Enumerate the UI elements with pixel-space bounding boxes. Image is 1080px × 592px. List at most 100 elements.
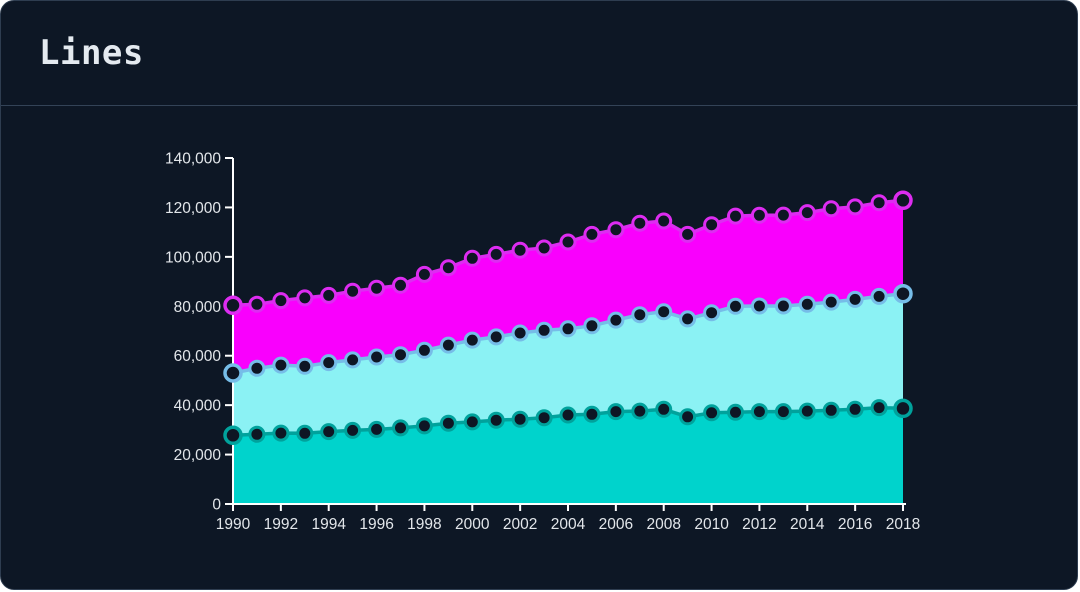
point-magenta-area-2014: [798, 204, 816, 222]
point-cyan-area-1996: [368, 348, 386, 366]
point-teal-area-2013: [774, 403, 792, 421]
point-cyan-area-2002: [511, 324, 529, 342]
point-cyan-area-2008: [655, 303, 673, 321]
point-cyan-area-2009: [679, 310, 697, 328]
point-cyan-area-2012: [750, 297, 768, 315]
point-cyan-area-2000: [463, 331, 481, 349]
point-cyan-area-2016: [846, 290, 864, 308]
x-tick-label: 2000: [455, 516, 490, 533]
point-magenta-area-2015: [822, 200, 840, 218]
point-cyan-area-1998: [415, 341, 433, 359]
x-tick-label: 2014: [790, 516, 825, 533]
x-tick-label: 2010: [694, 516, 729, 533]
point-teal-area-1992: [272, 424, 290, 442]
point-teal-area-2018: [893, 398, 913, 419]
point-cyan-area-2006: [607, 311, 625, 329]
point-magenta-area-2011: [727, 207, 744, 225]
point-magenta-area-1997: [392, 276, 409, 294]
x-tick-label: 2004: [551, 516, 586, 533]
x-tick-label: 1992: [264, 516, 298, 533]
y-tick-label: 80,000: [174, 299, 222, 316]
chart-title: Lines: [39, 33, 144, 73]
point-teal-area-2015: [822, 401, 840, 419]
card-header: Lines: [1, 1, 1077, 106]
point-magenta-area-2017: [870, 194, 888, 212]
y-tick-label: 100,000: [165, 249, 221, 266]
x-tick-label: 1994: [311, 516, 346, 533]
point-magenta-area-2006: [607, 221, 625, 239]
point-teal-area-1993: [296, 424, 314, 442]
point-cyan-area-2015: [822, 293, 840, 311]
x-tick-label: 2002: [503, 516, 537, 533]
point-cyan-area-1995: [344, 351, 362, 369]
point-cyan-area-1997: [392, 346, 409, 364]
point-cyan-area-2018: [893, 283, 913, 304]
point-magenta-area-2003: [535, 239, 553, 257]
point-cyan-area-2001: [487, 328, 505, 346]
point-magenta-area-2005: [583, 225, 601, 243]
x-tick-label: 1996: [359, 516, 393, 533]
point-cyan-area-2003: [535, 321, 553, 339]
point-teal-area-2011: [727, 403, 744, 421]
point-magenta-area-2000: [463, 249, 481, 267]
point-cyan-area-1991: [248, 359, 266, 377]
point-magenta-area-2007: [631, 214, 649, 232]
point-teal-area-1990: [223, 425, 243, 446]
point-magenta-area-2010: [703, 216, 721, 234]
point-cyan-area-2007: [631, 306, 649, 324]
y-tick-label: 140,000: [165, 151, 221, 168]
x-tick-label: 1998: [407, 516, 441, 533]
point-magenta-area-1996: [368, 279, 386, 297]
point-magenta-area-2004: [559, 233, 577, 251]
point-magenta-area-1994: [320, 286, 338, 304]
point-magenta-area-2008: [655, 212, 673, 230]
point-cyan-area-2011: [727, 297, 744, 315]
point-teal-area-2014: [798, 402, 816, 420]
point-cyan-area-2014: [798, 295, 816, 313]
point-magenta-area-1990: [223, 295, 243, 316]
point-teal-area-2002: [511, 410, 529, 428]
point-teal-area-1997: [392, 419, 409, 437]
point-magenta-area-2009: [679, 225, 697, 243]
point-magenta-area-1998: [415, 265, 433, 283]
x-tick-label: 2008: [646, 516, 680, 533]
point-cyan-area-1992: [272, 356, 290, 374]
point-teal-area-2017: [870, 399, 888, 417]
x-tick-label: 1990: [216, 516, 251, 533]
point-magenta-area-2002: [511, 241, 529, 259]
point-teal-area-1991: [248, 425, 266, 443]
point-cyan-area-1994: [320, 354, 338, 372]
point-magenta-area-1999: [439, 259, 457, 277]
point-teal-area-2003: [535, 409, 553, 427]
x-tick-label: 2012: [742, 516, 776, 533]
point-magenta-area-2016: [846, 198, 864, 216]
point-teal-area-2001: [487, 411, 505, 429]
point-magenta-area-2001: [487, 245, 505, 263]
point-cyan-area-1990: [223, 363, 243, 383]
y-tick-label: 120,000: [165, 200, 221, 217]
y-tick-label: 20,000: [174, 447, 222, 464]
point-cyan-area-2013: [774, 297, 792, 315]
y-tick-label: 60,000: [174, 348, 222, 365]
point-teal-area-1996: [368, 420, 386, 438]
x-tick-label: 2018: [886, 516, 920, 533]
x-tick-label: 2016: [838, 516, 872, 533]
point-magenta-area-1991: [248, 295, 266, 313]
point-magenta-area-1995: [344, 282, 362, 300]
point-magenta-area-2018: [893, 190, 913, 211]
point-magenta-area-2012: [750, 206, 768, 224]
y-tick-label: 0: [212, 497, 221, 514]
point-teal-area-2009: [679, 408, 697, 426]
point-teal-area-2006: [607, 403, 625, 421]
point-magenta-area-2013: [774, 206, 792, 224]
point-teal-area-2004: [559, 406, 577, 424]
point-teal-area-2005: [583, 405, 601, 423]
point-teal-area-1999: [439, 414, 457, 432]
point-teal-area-2008: [655, 400, 673, 418]
point-cyan-area-2017: [870, 287, 888, 305]
point-teal-area-2007: [631, 402, 649, 420]
point-cyan-area-1993: [296, 357, 314, 375]
point-teal-area-1995: [344, 421, 362, 439]
